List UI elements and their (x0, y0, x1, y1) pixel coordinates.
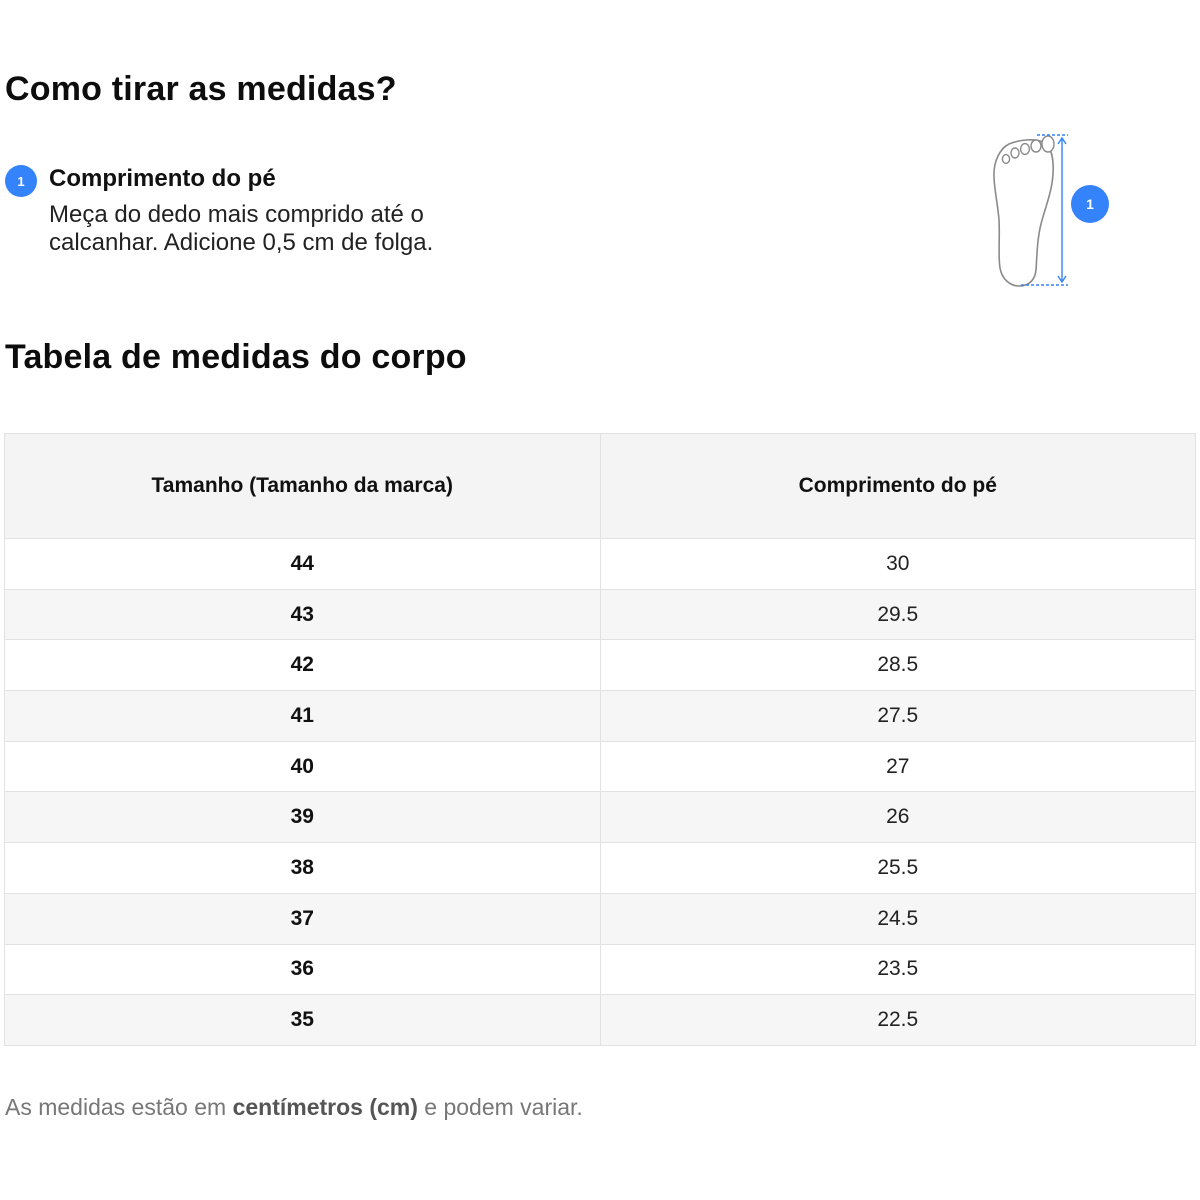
foot-length-cell: 24.5 (599, 892, 1196, 945)
size-cell: 38 (4, 842, 601, 894)
size-cell: 44 (4, 538, 601, 590)
foot-measure-icon (993, 134, 1068, 287)
foot-length-cell: 30 (599, 538, 1196, 590)
foot-length-cell: 25.5 (599, 842, 1196, 894)
table-row: 42 28.5 (4, 639, 1196, 692)
foot-length-cell: 23.5 (599, 943, 1196, 996)
table-row: 44 30 (4, 538, 1196, 590)
foot-length-cell: 29.5 (599, 588, 1196, 641)
size-cell: 43 (4, 588, 601, 641)
toe (1001, 153, 1011, 165)
toe (1030, 139, 1042, 153)
header-size: Tamanho (Tamanho da marca) (4, 433, 601, 539)
size-table: Tamanho (Tamanho da marca) Comprimento d… (4, 433, 1196, 1046)
foot-length-cell: 27 (599, 740, 1196, 793)
note-prefix: As medidas estão em (5, 1094, 233, 1120)
foot-length-cell: 22.5 (599, 994, 1196, 1046)
table-row: 36 23.5 (4, 943, 1196, 996)
table-row: 38 25.5 (4, 842, 1196, 894)
figure-number-badge: 1 (1071, 185, 1109, 223)
note-units: centímetros (cm) (232, 1094, 418, 1120)
size-cell: 37 (4, 892, 601, 945)
table-row: 43 29.5 (4, 588, 1196, 641)
size-cell: 41 (4, 690, 601, 742)
table-row: 40 27 (4, 740, 1196, 793)
table-row: 35 22.5 (4, 994, 1196, 1046)
foot-length-cell: 28.5 (599, 639, 1196, 692)
size-cell: 42 (4, 639, 601, 692)
size-cell: 35 (4, 994, 601, 1046)
how-to-measure-title: Como tirar as medidas? (5, 70, 397, 108)
toe (1019, 142, 1031, 156)
table-header-row: Tamanho (Tamanho da marca) Comprimento d… (4, 433, 1196, 539)
size-cell: 40 (4, 740, 601, 793)
step-number-badge: 1 (5, 165, 37, 197)
arrow-head-top (1057, 136, 1067, 145)
table-row: 41 27.5 (4, 690, 1196, 742)
size-cell: 39 (4, 791, 601, 844)
units-note: As medidas estão em centímetros (cm) e p… (5, 1094, 583, 1121)
arrow-head-bottom (1057, 275, 1067, 284)
size-cell: 36 (4, 943, 601, 996)
header-foot-length: Comprimento do pé (599, 433, 1196, 539)
toe (1010, 147, 1020, 159)
foot-measure-figure: 1 (985, 128, 1115, 293)
foot-length-cell: 27.5 (599, 690, 1196, 742)
table-row: 37 24.5 (4, 892, 1196, 945)
foot-length-cell: 26 (599, 791, 1196, 844)
step-description: Meça do dedo mais comprido até o calcanh… (49, 201, 434, 256)
foot-outline (993, 139, 1054, 287)
note-suffix: e podem variar. (417, 1094, 583, 1120)
toe (1041, 135, 1055, 153)
table-row: 39 26 (4, 791, 1196, 844)
step-title: Comprimento do pé (49, 165, 276, 192)
size-table-title: Tabela de medidas do corpo (5, 338, 467, 376)
